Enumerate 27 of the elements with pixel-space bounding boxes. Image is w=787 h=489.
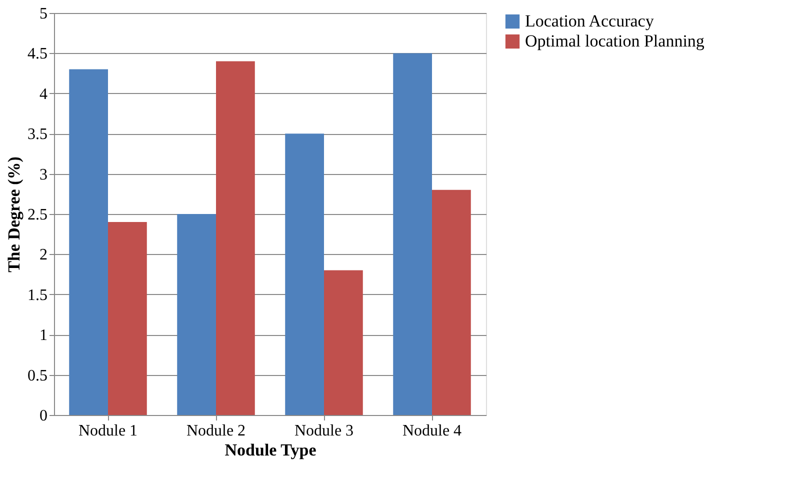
bar xyxy=(108,222,147,415)
bar xyxy=(216,61,255,415)
legend-label: Optimal location Planning xyxy=(525,32,705,50)
y-tick-label: 4 xyxy=(40,86,48,103)
y-tick-label: 0.5 xyxy=(28,367,48,384)
x-tick-label: Nodule 4 xyxy=(402,422,462,440)
y-tick-label: 0 xyxy=(40,408,48,424)
bar xyxy=(432,190,471,415)
x-axis-title: Nodule Type xyxy=(224,440,317,460)
y-tick-label: 3 xyxy=(40,166,48,184)
bar xyxy=(324,270,363,415)
x-tick-label: Nodule 1 xyxy=(78,422,138,440)
y-tick-label: 2 xyxy=(40,246,48,264)
y-axis-title: The Degree (%) xyxy=(4,156,24,272)
legend-label: Location Accuracy xyxy=(525,12,654,30)
y-tick-label: 1.5 xyxy=(28,286,48,304)
bar xyxy=(69,69,108,415)
bar xyxy=(393,53,432,415)
x-tick-label: Nodule 3 xyxy=(294,422,354,440)
bar xyxy=(177,214,216,415)
y-tick-label: 2.5 xyxy=(28,206,48,224)
bar xyxy=(285,134,324,415)
x-tick-label: Nodule 2 xyxy=(186,422,246,440)
y-tick-label: 1 xyxy=(40,327,48,344)
y-tick-label: 3.5 xyxy=(28,126,48,144)
y-tick-label: 5 xyxy=(40,6,48,22)
y-tick-label: 4.5 xyxy=(28,46,48,63)
